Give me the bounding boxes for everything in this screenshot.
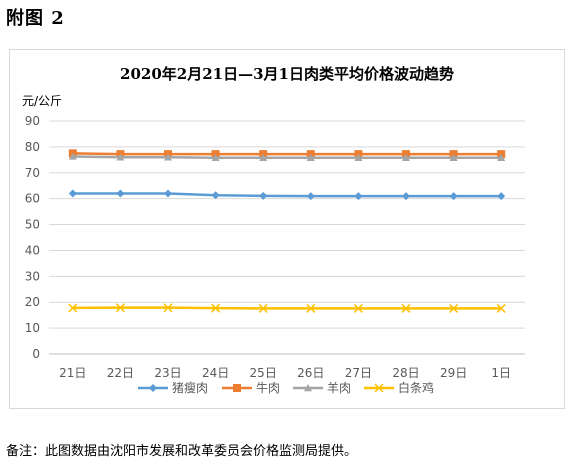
x-tick-labels: 21日 22日 23日 24日 25日 26日 27日 28日 29日 1日 xyxy=(59,366,511,380)
x-tick-label: 29日 xyxy=(440,366,467,380)
data-point xyxy=(163,303,173,313)
y-tick-label: 70 xyxy=(25,166,40,180)
data-point xyxy=(497,153,506,161)
legend-label: 牛肉 xyxy=(256,380,280,395)
data-point xyxy=(449,192,458,201)
footnote: 备注：此图数据由沈阳市发展和改革委员会价格监测局提供。 xyxy=(6,444,358,459)
legend-label: 猪瘦肉 xyxy=(172,380,208,395)
x-tick-label: 21日 xyxy=(59,366,86,380)
data-point xyxy=(211,153,220,161)
x-tick-label: 23日 xyxy=(154,366,181,380)
legend-label: 羊肉 xyxy=(327,380,351,395)
data-point xyxy=(115,303,125,313)
data-point xyxy=(68,189,77,198)
data-point xyxy=(354,153,363,161)
x-tick-label: 27日 xyxy=(345,366,372,380)
data-point xyxy=(353,303,363,313)
y-tick-label: 80 xyxy=(25,140,40,154)
data-point xyxy=(306,192,315,201)
data-point xyxy=(211,303,221,313)
data-point xyxy=(164,153,172,161)
series-line xyxy=(72,152,502,156)
legend-label: 白条鸡 xyxy=(398,380,434,395)
x-tick-label: 22日 xyxy=(107,366,134,380)
series-lines xyxy=(68,149,506,313)
data-point xyxy=(68,152,77,160)
y-tick-labels: 0 10 20 30 40 50 60 70 80 90 xyxy=(25,114,40,361)
legend-marker xyxy=(374,383,384,393)
x-tick-label: 25日 xyxy=(250,366,277,380)
y-axis-label: 元/公斤 xyxy=(22,94,62,108)
series-line xyxy=(72,306,502,310)
figure-label: 附图 2 xyxy=(6,8,65,29)
y-tick-label: 30 xyxy=(25,269,40,283)
data-point xyxy=(211,191,220,200)
data-point xyxy=(116,189,125,198)
legend-marker xyxy=(233,384,241,392)
y-tick-label: 40 xyxy=(25,243,40,257)
data-point xyxy=(68,303,78,313)
data-point xyxy=(259,191,268,200)
data-point xyxy=(449,153,458,161)
y-tick-label: 20 xyxy=(25,295,40,309)
data-point xyxy=(306,303,316,313)
data-point xyxy=(354,192,363,201)
y-tick-label: 50 xyxy=(25,218,40,232)
data-point xyxy=(306,153,315,161)
chart-title: 2020年2月21日—3月1日肉类平均价格波动趋势 xyxy=(120,65,454,83)
y-tick-label: 10 xyxy=(25,321,40,335)
data-point xyxy=(164,189,172,198)
data-point xyxy=(116,153,125,161)
x-tick-label: 1日 xyxy=(491,366,511,380)
x-tick-label: 28日 xyxy=(392,366,419,380)
x-tick-label: 26日 xyxy=(297,366,324,380)
data-point xyxy=(449,303,459,313)
chart-frame xyxy=(9,49,565,409)
y-tick-label: 0 xyxy=(32,347,40,361)
y-tick-label: 90 xyxy=(25,114,40,128)
series-line xyxy=(72,155,502,160)
data-point xyxy=(259,153,268,161)
data-point xyxy=(402,192,410,201)
legend-marker xyxy=(149,384,157,392)
data-point xyxy=(402,153,410,161)
data-point xyxy=(497,192,506,201)
legend-marker xyxy=(304,384,312,392)
data-point xyxy=(496,303,506,313)
series-line xyxy=(72,192,502,198)
data-point xyxy=(401,303,411,313)
y-tick-label: 60 xyxy=(25,192,40,206)
legend: 猪瘦肉 牛肉 羊肉 白条鸡 xyxy=(138,380,434,395)
gridlines xyxy=(49,120,525,355)
data-point xyxy=(258,303,268,313)
x-tick-label: 24日 xyxy=(202,366,229,380)
